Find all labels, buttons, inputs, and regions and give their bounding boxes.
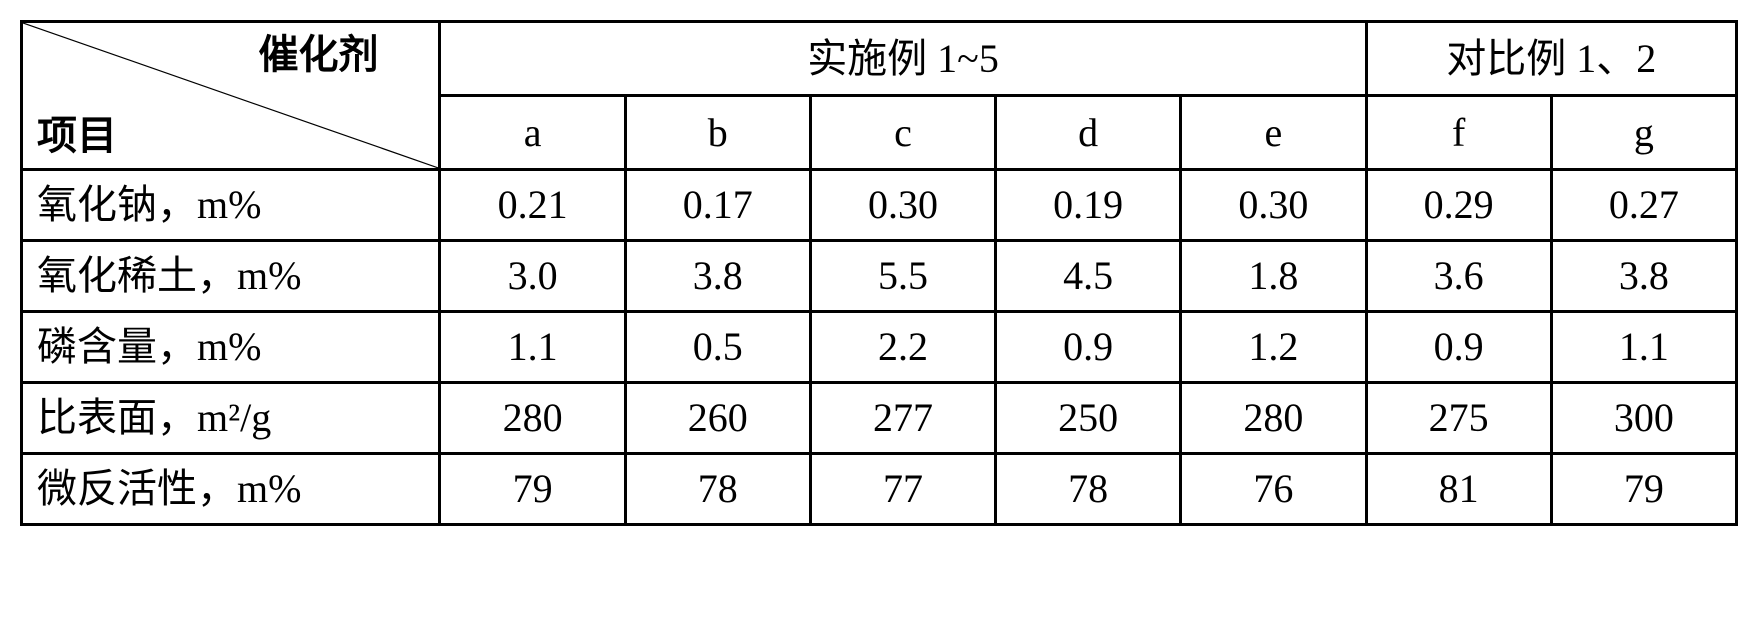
cell: 280 xyxy=(440,383,625,454)
row-label: 微反活性，m% xyxy=(22,454,440,525)
catalyst-table-container: 催化剂 项目 实施例 1~5 对比例 1、2 a b c d e f g 氧化钠… xyxy=(20,20,1738,526)
col-e: e xyxy=(1181,96,1366,170)
col-d: d xyxy=(996,96,1181,170)
cell: 275 xyxy=(1366,383,1551,454)
cell: 3.8 xyxy=(1551,241,1736,312)
cell: 0.29 xyxy=(1366,170,1551,241)
cell: 0.27 xyxy=(1551,170,1736,241)
cell: 0.21 xyxy=(440,170,625,241)
cell: 260 xyxy=(625,383,810,454)
col-g: g xyxy=(1551,96,1736,170)
cell: 300 xyxy=(1551,383,1736,454)
cell: 76 xyxy=(1181,454,1366,525)
row-label: 氧化钠，m% xyxy=(22,170,440,241)
table-row: 氧化钠，m% 0.21 0.17 0.30 0.19 0.30 0.29 0.2… xyxy=(22,170,1737,241)
cell: 2.2 xyxy=(810,312,995,383)
cell: 0.17 xyxy=(625,170,810,241)
cell: 3.8 xyxy=(625,241,810,312)
catalyst-table: 催化剂 项目 实施例 1~5 对比例 1、2 a b c d e f g 氧化钠… xyxy=(20,20,1738,526)
cell: 280 xyxy=(1181,383,1366,454)
cell: 1.8 xyxy=(1181,241,1366,312)
cell: 277 xyxy=(810,383,995,454)
cell: 3.0 xyxy=(440,241,625,312)
corner-diagonal-cell: 催化剂 项目 xyxy=(22,22,440,170)
header-row-1: 催化剂 项目 实施例 1~5 对比例 1、2 xyxy=(22,22,1737,96)
cell: 0.9 xyxy=(1366,312,1551,383)
col-a: a xyxy=(440,96,625,170)
cell: 1.1 xyxy=(440,312,625,383)
cell: 5.5 xyxy=(810,241,995,312)
cell: 1.1 xyxy=(1551,312,1736,383)
cell: 0.30 xyxy=(1181,170,1366,241)
table-row: 磷含量，m% 1.1 0.5 2.2 0.9 1.2 0.9 1.1 xyxy=(22,312,1737,383)
cell: 250 xyxy=(996,383,1181,454)
cell: 0.9 xyxy=(996,312,1181,383)
cell: 0.19 xyxy=(996,170,1181,241)
cell: 78 xyxy=(996,454,1181,525)
group-header-examples: 实施例 1~5 xyxy=(440,22,1366,96)
cell: 77 xyxy=(810,454,995,525)
diag-label-catalyst: 催化剂 xyxy=(258,29,378,81)
col-b: b xyxy=(625,96,810,170)
cell: 79 xyxy=(1551,454,1736,525)
row-label: 比表面，m²/g xyxy=(22,383,440,454)
cell: 78 xyxy=(625,454,810,525)
table-row: 比表面，m²/g 280 260 277 250 280 275 300 xyxy=(22,383,1737,454)
cell: 1.2 xyxy=(1181,312,1366,383)
row-label: 磷含量，m% xyxy=(22,312,440,383)
cell: 4.5 xyxy=(996,241,1181,312)
cell: 0.5 xyxy=(625,312,810,383)
cell: 81 xyxy=(1366,454,1551,525)
col-c: c xyxy=(810,96,995,170)
group-header-comparisons: 对比例 1、2 xyxy=(1366,22,1736,96)
cell: 79 xyxy=(440,454,625,525)
table-row: 氧化稀土，m% 3.0 3.8 5.5 4.5 1.8 3.6 3.8 xyxy=(22,241,1737,312)
cell: 0.30 xyxy=(810,170,995,241)
row-label: 氧化稀土，m% xyxy=(22,241,440,312)
cell: 3.6 xyxy=(1366,241,1551,312)
diag-label-item: 项目 xyxy=(37,110,117,162)
col-f: f xyxy=(1366,96,1551,170)
table-row: 微反活性，m% 79 78 77 78 76 81 79 xyxy=(22,454,1737,525)
